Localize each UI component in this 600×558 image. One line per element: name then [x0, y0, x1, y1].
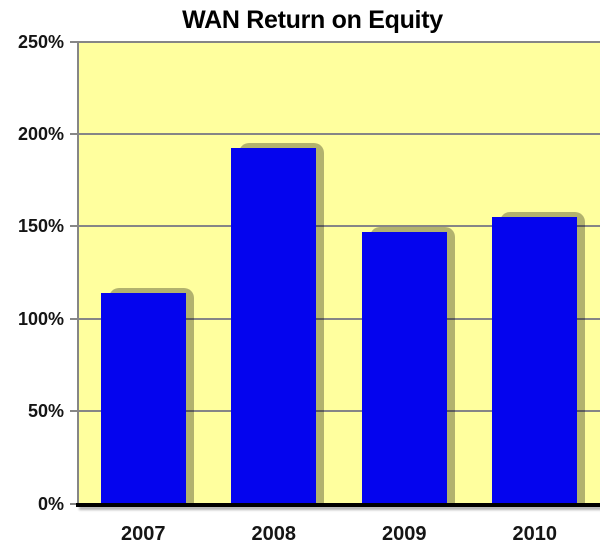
y-axis-tick: [70, 41, 78, 43]
x-axis-label-2008: 2008: [251, 523, 297, 545]
bar-2010: [492, 212, 585, 504]
gridline-100%: [78, 318, 600, 320]
y-axis-tick-label: 200%: [17, 124, 64, 144]
x-axis-label-2007: 2007: [121, 523, 166, 545]
y-axis-tick-label: 150%: [17, 216, 64, 236]
y-axis-tick: [70, 318, 78, 320]
y-axis-tick: [70, 410, 78, 412]
y-axis-tick-label: 100%: [17, 309, 64, 329]
x-axis-label-2010: 2010: [512, 523, 558, 545]
y-axis-tick: [70, 133, 78, 135]
bar-2008: [231, 143, 324, 504]
y-axis-tick-label: 50%: [27, 401, 64, 421]
x-axis-label-2009: 2009: [382, 523, 427, 545]
x-axis-line: [76, 503, 600, 507]
bar-2007: [101, 288, 194, 504]
y-axis-tick-label: 0%: [37, 494, 64, 514]
chart-title: WAN Return on Equity: [182, 6, 443, 34]
y-axis-tick-label: 250%: [17, 32, 64, 52]
bar-fill: [101, 293, 186, 504]
gridline-150%: [78, 225, 600, 227]
bar-fill: [231, 148, 316, 504]
gridline-200%: [78, 133, 600, 135]
y-axis-tick: [70, 503, 78, 505]
gridline-250%: [78, 41, 600, 43]
y-axis-line: [77, 41, 79, 504]
gridline-50%: [78, 410, 600, 412]
bar-fill: [492, 217, 577, 504]
bar-2009: [362, 227, 455, 504]
y-axis-tick: [70, 225, 78, 227]
bar-fill: [362, 232, 447, 504]
plot-area: [78, 41, 600, 504]
